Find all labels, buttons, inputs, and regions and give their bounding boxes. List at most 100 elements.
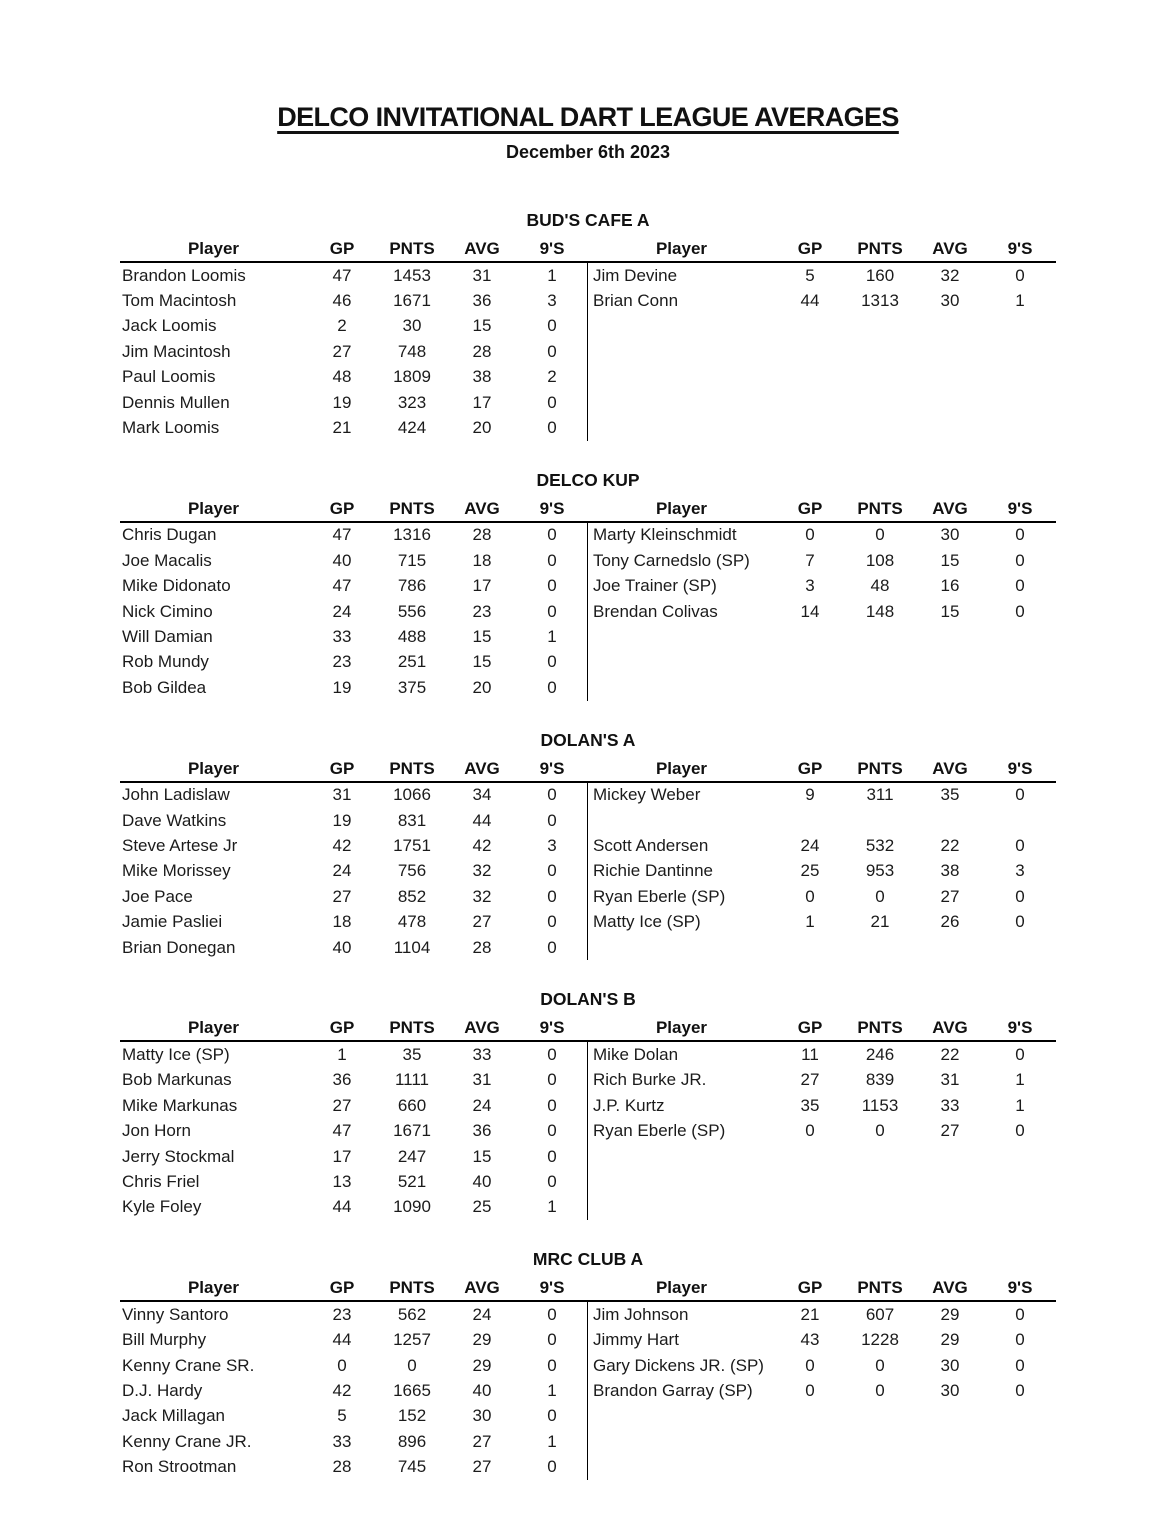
- nines-cell: 0: [547, 1304, 557, 1324]
- nines-cell: 0: [1015, 525, 1025, 545]
- player-name-cell: Brandon Garray (SP): [593, 1381, 753, 1401]
- document-content: DELCO INVITATIONAL DART LEAGUE AVERAGES …: [120, 100, 1056, 1480]
- pnts-cell: 48: [870, 576, 890, 596]
- table-row: Jim Johnson 21 607 29 0: [588, 1302, 1056, 1327]
- player-name-cell: Mike Morissey: [122, 861, 231, 881]
- table-rows: Vinny Santoro 23 562 24 0 Bill Murphy 44 1257 29…: [120, 1302, 588, 1480]
- gp-cell: 33: [332, 627, 352, 647]
- gp-cell: 40: [332, 937, 352, 957]
- player-name-cell: Jim Macintosh: [122, 341, 231, 361]
- table-row: Matty Ice (SP) 1 35 33 0: [120, 1042, 587, 1067]
- nines-cell: 2: [547, 367, 557, 387]
- player-name-cell: Jimmy Hart: [593, 1330, 679, 1350]
- player-name-cell: Bill Murphy: [122, 1330, 207, 1350]
- gp-cell: 21: [800, 1304, 820, 1324]
- column-header-pnts: PNTS: [857, 1278, 903, 1298]
- gp-cell: 0: [805, 1381, 815, 1401]
- nines-cell: 0: [547, 1457, 557, 1477]
- pnts-cell: 1751: [393, 836, 431, 856]
- pnts-cell: 424: [397, 418, 427, 438]
- nines-cell: 1: [1015, 291, 1025, 311]
- table-header-row: Player GP PNTS AVG 9'S: [588, 495, 1056, 523]
- avg-cell: 38: [472, 367, 492, 387]
- nines-cell: 0: [547, 886, 557, 906]
- avg-cell: 15: [472, 652, 492, 672]
- table-header-row: Player GP PNTS AVG 9'S: [588, 755, 1056, 783]
- column-header-pnts: PNTS: [857, 239, 903, 258]
- gp-cell: 48: [332, 367, 352, 387]
- table-row: Marty Kleinschmidt 0 0 30 0: [588, 523, 1056, 548]
- avg-cell: 26: [940, 912, 960, 932]
- gp-cell: 23: [332, 1304, 352, 1324]
- player-name-cell: Bob Gildea: [122, 677, 207, 697]
- table-row: Jim Devine 5 160 32 0: [588, 263, 1056, 288]
- avg-cell: 15: [472, 316, 492, 336]
- player-name-cell: Kyle Foley: [122, 1197, 202, 1217]
- table-header-row: Player GP PNTS AVG 9'S: [120, 235, 588, 263]
- section-title: DELCO KUP: [536, 469, 640, 490]
- avg-cell: 33: [472, 1045, 492, 1065]
- pnts-cell: 0: [875, 1121, 885, 1141]
- gp-cell: 21: [332, 418, 352, 438]
- section-tables: Player GP PNTS AVG 9'S Brandon Loomis 47 1453 3…: [120, 235, 1056, 441]
- pnts-cell: 521: [397, 1172, 427, 1192]
- gp-cell: 42: [332, 836, 352, 856]
- table-rows: Mickey Weber 9 311 35 0 Scott Andersen 24 532 22…: [588, 783, 1056, 935]
- table-row: Jack Loomis 2 30 15 0: [120, 314, 587, 339]
- column-header-player: Player: [187, 1278, 240, 1298]
- section-tables: Player GP PNTS AVG 9'S Matty Ice (SP) 1 35 33 0 B…: [120, 1014, 1056, 1221]
- gp-cell: 24: [800, 836, 820, 856]
- avg-cell: 27: [472, 1431, 492, 1451]
- nines-cell: 0: [1015, 576, 1025, 596]
- nines-cell: 0: [547, 601, 557, 621]
- right-table: Player GP PNTS AVG 9'S Jim Johnson 21 607 29 0 Ji…: [588, 1274, 1056, 1480]
- nines-cell: 1: [1015, 1070, 1025, 1090]
- player-name-cell: Dennis Mullen: [122, 392, 230, 412]
- gp-cell: 25: [800, 861, 820, 881]
- nines-cell: 0: [1015, 601, 1025, 621]
- player-name-cell: Richie Dantinne: [593, 861, 714, 881]
- right-table: Player GP PNTS AVG 9'S Marty Kleinschmidt 0 0 3…: [588, 495, 1056, 701]
- section-title: BUD'S CAFE A: [526, 210, 650, 230]
- pnts-cell: 1671: [393, 291, 431, 311]
- column-header-gp: GP: [329, 758, 355, 778]
- avg-cell: 15: [940, 601, 960, 621]
- player-name-cell: J.P. Kurtz: [593, 1095, 665, 1115]
- nines-cell: 0: [547, 525, 557, 545]
- pnts-cell: 21: [870, 912, 890, 932]
- avg-cell: 22: [940, 1045, 960, 1065]
- nines-cell: 0: [1015, 1121, 1025, 1141]
- gp-cell: 27: [332, 886, 352, 906]
- pnts-cell: 375: [397, 677, 427, 697]
- avg-cell: 27: [940, 886, 960, 906]
- gp-cell: 44: [800, 291, 820, 311]
- table-row: Brandon Loomis 47 1453 31 1: [120, 263, 587, 288]
- nines-cell: 0: [547, 937, 557, 957]
- table-header-row: Player GP PNTS AVG 9'S: [120, 495, 588, 523]
- table-row: Bob Markunas 36 1111 31 0: [120, 1068, 587, 1093]
- player-name-cell: Brian Conn: [593, 291, 679, 311]
- nines-cell: 0: [1015, 1355, 1025, 1375]
- pnts-cell: 1066: [393, 785, 431, 805]
- gp-cell: 43: [800, 1330, 820, 1350]
- nines-cell: 0: [1015, 886, 1025, 906]
- right-table: Player GP PNTS AVG 9'S Mike Dolan 11 246 22 0 Ric…: [588, 1014, 1056, 1220]
- pnts-cell: 1153: [861, 1095, 899, 1115]
- table-row: Brian Donegan 40 1104 28 0: [120, 935, 587, 960]
- nines-cell: 3: [1015, 861, 1025, 881]
- column-header-gp: GP: [797, 498, 823, 518]
- column-header-pnts: PNTS: [389, 1018, 435, 1038]
- gp-cell: 13: [332, 1172, 352, 1192]
- column-header-avg: AVG: [932, 1018, 968, 1038]
- avg-cell: 29: [940, 1304, 960, 1324]
- column-header-gp: GP: [329, 239, 355, 258]
- gp-cell: 17: [332, 1146, 352, 1166]
- pnts-cell: 247: [397, 1146, 427, 1166]
- right-table: Player GP PNTS AVG 9'S Mickey Weber 9 311 35 0 Sc…: [588, 755, 1056, 961]
- table-row: Brian Conn 44 1313 30 1: [588, 288, 1056, 313]
- table-row: Rob Mundy 23 251 15 0: [120, 650, 587, 675]
- player-name-cell: Nick Cimino: [122, 601, 213, 621]
- avg-cell: 40: [472, 1381, 492, 1401]
- column-header-avg: AVG: [464, 1018, 500, 1038]
